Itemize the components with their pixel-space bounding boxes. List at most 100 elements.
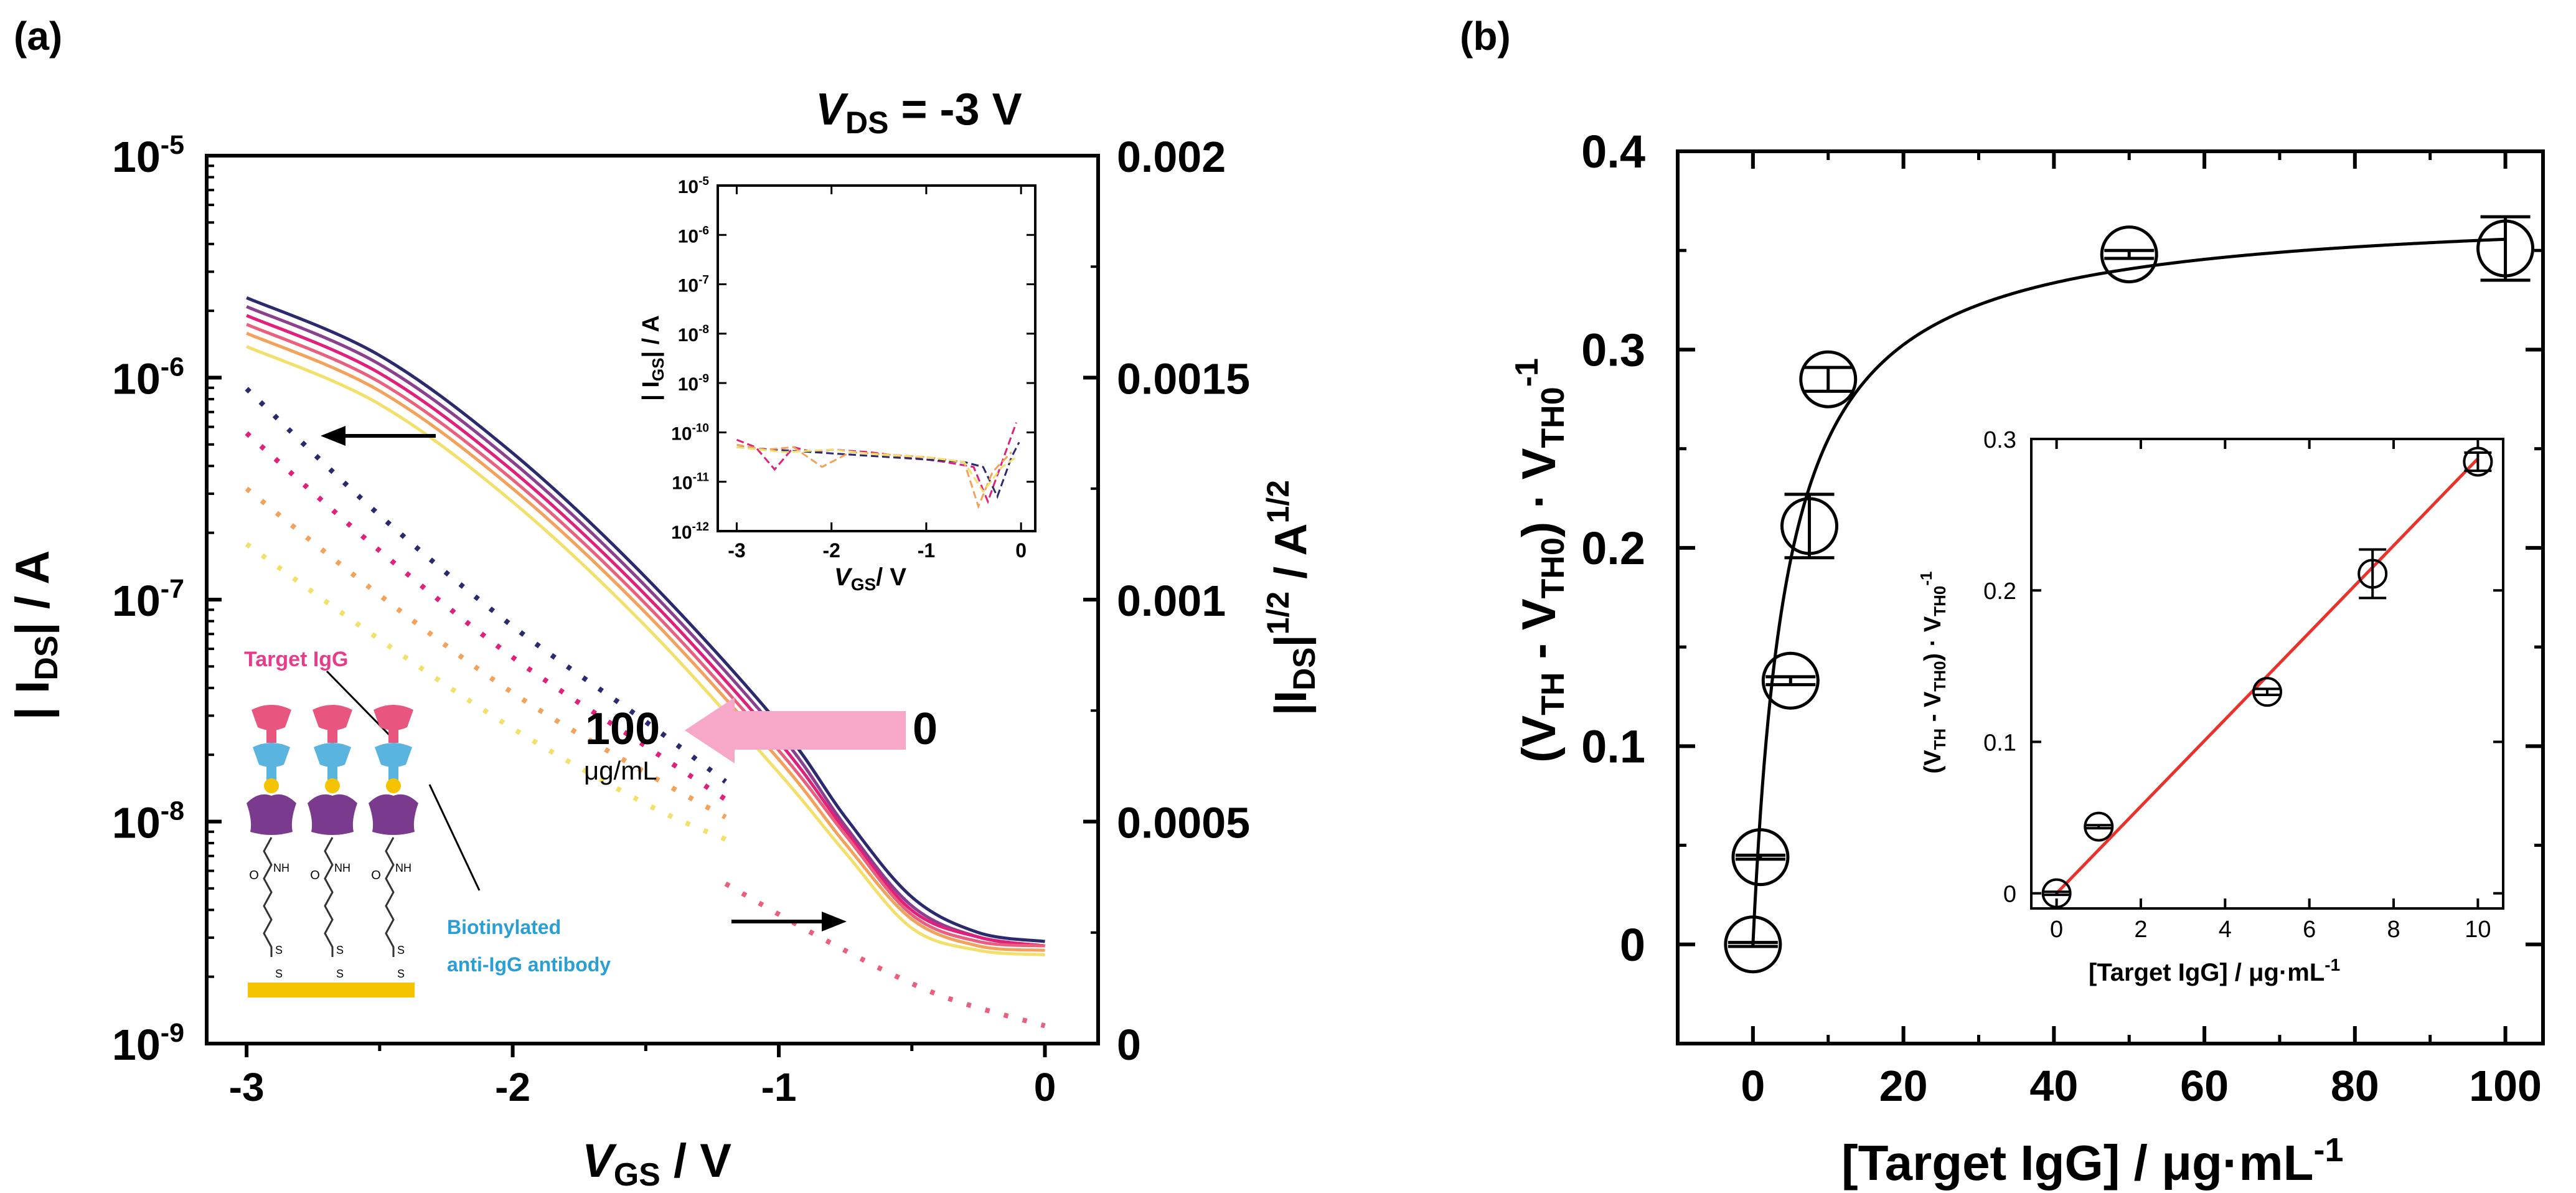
a-inset-series — [736, 422, 1020, 509]
thiol-s1-label: S — [397, 944, 405, 956]
panel-b-fit-curve — [1751, 237, 2506, 945]
ai-ytick-label-6: 10-6 — [678, 224, 709, 247]
a-yl-1: | I — [6, 681, 60, 720]
a-ytick-left-label-1-base: 10 — [112, 799, 161, 847]
b-yl-mid: - V — [1513, 598, 1566, 672]
bi-marker — [2084, 811, 2114, 842]
a-ytick-left-label-2-base: 10 — [112, 577, 161, 625]
a-yr-sub: DS — [1287, 647, 1322, 690]
a-inset-ylabel: | IGS| / A — [638, 315, 667, 401]
ai-xtick-label-1: -2 — [822, 539, 840, 562]
ai-ytick-label-6-base: 10 — [678, 226, 698, 247]
sam-unit-1: O NH SS — [308, 705, 357, 980]
a-ytick-left-label-0-exp: -9 — [161, 1018, 184, 1048]
ai-ytick-label-4: 10-8 — [678, 323, 709, 346]
bi-xtick-label-4: 8 — [2387, 917, 2400, 943]
panel-a-x-ticks: -3 -2 -1 0 — [229, 1044, 1056, 1110]
biotin-icon — [264, 778, 279, 793]
ai-ytick-label-1-base: 10 — [672, 473, 692, 494]
antibody-label-1: Biotinylated — [447, 916, 561, 938]
a-ytick-left-label-0: 10-9 — [112, 1018, 184, 1069]
ai-xl-v: V — [834, 563, 853, 591]
bi-xl-sup: -1 — [2325, 955, 2340, 974]
igg-stem-icon — [388, 725, 398, 743]
antibody-head-icon — [375, 743, 412, 767]
bi-point-3 — [2357, 548, 2388, 600]
b-marker — [1799, 350, 1858, 408]
antibody-head-icon — [314, 743, 351, 767]
igg-stem-icon — [327, 725, 337, 743]
b-marker — [2100, 225, 2158, 284]
panel-b-xlabel: [Target IgG] / μg·mL-1 — [1841, 1131, 2344, 1191]
ai-yl-rest: | / A — [638, 315, 664, 357]
a-ytick-left-label-2-exp: -7 — [161, 574, 184, 604]
ai-ytick-label-7-exp: -5 — [698, 175, 709, 188]
b-ytick-label-3: 0.3 — [1581, 324, 1645, 375]
ai-xtick-label-3: 0 — [1015, 539, 1027, 562]
linker-chain-icon — [324, 837, 334, 957]
ai-xl-rest: / V — [876, 563, 906, 591]
conc-unit-label: μg/mL — [584, 756, 657, 785]
b-yl-sub3: TH0 — [1535, 387, 1571, 448]
b-yl-sub2: TH0 — [1535, 537, 1571, 598]
dotted-curve-3 — [245, 542, 727, 842]
bi-point-4 — [2463, 446, 2493, 477]
a-xlabel-v: V — [582, 1134, 617, 1187]
conc-low-label: 0 — [913, 704, 938, 754]
ai-ytick-label-6-exp: -6 — [698, 224, 709, 237]
pink-arrow-head — [685, 697, 735, 763]
a-ytick-left-label-0-base: 10 — [112, 1021, 161, 1069]
ai-ytick-label-0-base: 10 — [671, 522, 692, 543]
bi-yl-sup: -1 — [1917, 572, 1935, 586]
b-xtick-label-2: 40 — [2029, 1062, 2078, 1110]
a-ytick-left-label-1: 10-8 — [112, 796, 184, 847]
ai-ytick-label-7: 10-5 — [678, 175, 710, 197]
a-ytick-right-label-4: 0.002 — [1117, 133, 1226, 181]
bi-xtick-label-3: 6 — [2303, 917, 2316, 943]
bi-xtick-label-0: 0 — [2050, 917, 2063, 943]
b-point-2 — [1761, 651, 1820, 710]
b-point-5 — [2100, 225, 2158, 284]
antibody-pointer — [428, 784, 481, 891]
a-ytick-right-label-3: 0.0015 — [1117, 355, 1250, 403]
linker-chain-icon — [385, 837, 395, 957]
title-rest: = -3 V — [889, 85, 1022, 134]
streptavidin-icon — [308, 794, 357, 835]
a-ytick-left-label-4: 10-5 — [112, 130, 184, 181]
a-yl-rest: | / A — [6, 550, 60, 636]
a-ytick-right-label-0: 0 — [1117, 1021, 1141, 1069]
bi-yl-sub3: TH0 — [1930, 586, 1949, 616]
b-inset-points — [2041, 446, 2493, 908]
concentration-arrow — [685, 697, 906, 763]
a-yr-sup2: 1/2 — [1261, 480, 1295, 524]
bi-point-1 — [2084, 811, 2114, 842]
ai-ytick-label-5: 10-7 — [678, 274, 709, 296]
bi-point-2 — [2252, 677, 2282, 707]
a-inset-ticks: -3 -2 -1 010-1210-1110-1010-910-810-710-610… — [671, 175, 1035, 562]
ai-xl-sub: GS — [851, 575, 876, 594]
title-sub: DS — [845, 105, 888, 140]
a-yr-sup1: 1/2 — [1261, 592, 1295, 635]
b-ytick-label-4: 0.4 — [1581, 126, 1645, 177]
igg-head-icon — [374, 705, 413, 730]
bi-ytick-label-0: 0 — [2003, 882, 2016, 908]
bi-xtick-label-2: 4 — [2219, 917, 2232, 943]
panel-a: (a) VDS = -3 V -3 -2 -1 0 10-910-810-710-61… — [6, 14, 1322, 1193]
a-yr-bar: | — [1266, 634, 1316, 647]
b-inset-ticks: 0 2 4 6 8 10 0 0.1 0.2 0.3 — [1983, 427, 2503, 943]
panel-a-xlabel: VGS / V — [582, 1134, 731, 1193]
bi-xtick-label-1: 2 — [2134, 917, 2147, 943]
solid-curve-0 — [246, 296, 1045, 943]
panel-b-label: (b) — [1460, 14, 1511, 59]
sensor-schematic: Target IgG Biotinylated anti-IgG antibod… — [244, 648, 611, 997]
amide-nh-label: NH — [334, 862, 350, 874]
b-marker — [1731, 828, 1790, 887]
thiol-s1-label: S — [275, 944, 283, 956]
ai-ytick-label-2: 10-10 — [671, 422, 709, 444]
b-xtick-label-1: 20 — [1879, 1062, 1928, 1110]
solid-curve-5 — [246, 345, 1045, 956]
